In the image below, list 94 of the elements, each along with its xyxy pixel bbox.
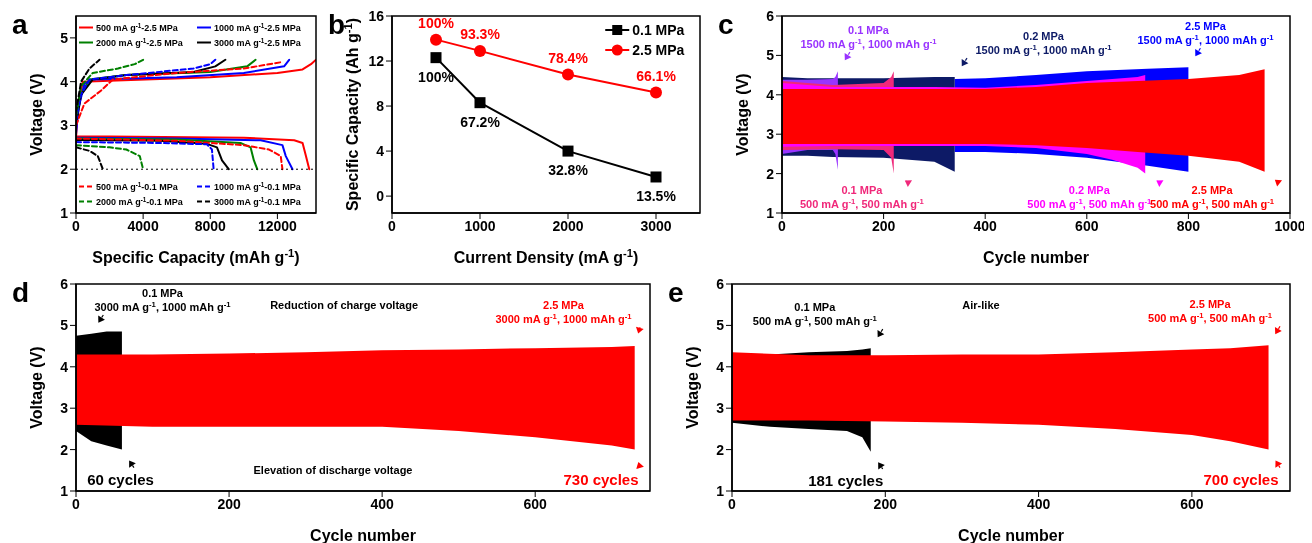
x-tick-label: 0	[778, 217, 787, 234]
annotation: Elevation of discharge voltage	[253, 464, 413, 476]
y-axis-title: Voltage (V)	[28, 346, 45, 429]
y-tick-label: 8	[376, 98, 385, 115]
x-axis-title: Cycle number	[983, 249, 1089, 266]
annotation: 730 cycles	[563, 470, 639, 488]
x-tick-label: 0	[388, 217, 397, 234]
annotation: 2.5 MPa 500 mA g$^{-1}$, 500 mAh g$^{-1}$	[1148, 298, 1273, 325]
annotation: 2.5 MPa 500 mA g$^{-1}$, 500 mAh g$^{-1}$	[1150, 184, 1275, 210]
y-tick-label: 2	[60, 441, 69, 458]
y-tick-label: 16	[368, 7, 385, 24]
annotation: 66.1%	[636, 67, 677, 84]
y-tick-label: 1	[60, 204, 69, 221]
y-tick-label: 4	[376, 143, 385, 160]
annotation: 67.2%	[460, 113, 501, 130]
y-tick-label: 2	[716, 441, 725, 458]
legend-label: 3000 mA g$^{-1}$-0.1 MPa	[214, 195, 302, 207]
x-tick-label: 1000	[464, 217, 496, 234]
y-tick-label: 12	[368, 53, 385, 69]
annotation: 32.8%	[548, 162, 589, 179]
y-tick-label: 4	[60, 358, 69, 375]
annotation: 2.5 MPa 3000 mA g$^{-1}$, 1000 mAh g$^{-1}$	[495, 299, 633, 326]
annotation: 0.1 MPa 500 mA g$^{-1}$, 500 mAh g$^{-1}$	[799, 184, 925, 210]
annotation: 2.5 MPa 1500 mA g$^{-1}$, 1000 mAh g$^{-1}$	[1137, 20, 1275, 47]
x-tick-label: 4000	[127, 217, 159, 234]
annotation: 700 cycles	[1203, 470, 1279, 488]
x-tick-label: 600	[1075, 217, 1099, 234]
y-tick-label: 3	[60, 400, 69, 417]
x-tick-label: 600	[523, 495, 548, 512]
annotation: Reduction of charge voltage	[270, 299, 419, 311]
y-tick-label: 3	[716, 400, 725, 417]
chart-title: d	[12, 277, 30, 308]
legend-label: 1000 mA g$^{-1}$-0.1 MPa	[214, 180, 302, 192]
y-axis-title: Voltage (V)	[684, 346, 701, 429]
annotation: 13.5%	[636, 187, 677, 204]
y-tick-label: 3	[766, 126, 775, 143]
x-tick-label: 200	[871, 217, 896, 234]
y-tick-label: 5	[766, 47, 775, 64]
chart-title: e	[668, 277, 684, 308]
y-tick-label: 1	[716, 482, 725, 499]
y-tick-label: 0	[376, 188, 385, 205]
annotation: 100%	[418, 14, 455, 31]
legend-label: 2.5 MPa	[632, 42, 685, 59]
y-tick-label: 1	[60, 482, 69, 499]
annotation: 0.1 MPa 1500 mA g$^{-1}$, 1000 mAh g$^{-1}$	[800, 24, 938, 51]
x-tick-label: 3000	[640, 217, 672, 234]
annotation: 0.1 MPa 500 mA g$^{-1}$, 500 mAh g$^{-1}$	[752, 301, 878, 328]
x-tick-label: 8000	[194, 217, 227, 234]
x-tick-label: 0	[72, 495, 81, 512]
annotation: 93.3%	[460, 25, 501, 42]
legend-label: 3000 mA g$^{-1}$-2.5 MPa	[214, 36, 302, 48]
y-tick-label: 6	[60, 275, 69, 292]
annotation: 0.1 MPa 3000 mA g$^{-1}$, 1000 mAh g$^{-1}$	[94, 287, 232, 313]
y-tick-label: 3	[60, 117, 69, 134]
y-tick-label: 6	[716, 275, 725, 292]
y-tick-label: 1	[766, 204, 775, 221]
annotation: 0.2 MPa 1500 mA g$^{-1}$, 1000 mAh g$^{-1}$	[975, 30, 1113, 57]
y-axis-title: Voltage (V)	[734, 73, 751, 156]
y-tick-label: 5	[60, 29, 69, 46]
x-tick-label: 400	[370, 495, 395, 512]
legend-label: 2000 mA g$^{-1}$-0.1 MPa	[96, 195, 184, 207]
x-tick-label: 0	[72, 217, 81, 234]
chart-title: a	[12, 9, 28, 40]
legend-label: 500 mA g$^{-1}$-0.1 MPa	[96, 180, 179, 192]
annotation: 78.4%	[548, 49, 589, 66]
y-tick-label: 4	[60, 73, 69, 90]
y-tick-label: 2	[60, 161, 69, 178]
x-tick-label: 0	[728, 495, 737, 512]
legend-label: 500 mA g$^{-1}$-2.5 MPa	[96, 21, 179, 33]
x-tick-label: 200	[217, 495, 241, 512]
annotation: 181 cycles	[808, 472, 884, 489]
annotation: 60 cycles	[87, 470, 154, 488]
chart-title: c	[718, 9, 734, 40]
y-tick-label: 6	[766, 7, 775, 24]
y-axis-title: Voltage (V)	[28, 73, 45, 156]
x-tick-label: 200	[873, 495, 898, 512]
x-tick-label: 600	[1180, 495, 1204, 512]
x-tick-label: 12000	[257, 217, 298, 234]
x-tick-label: 400	[973, 217, 998, 234]
x-axis-title: Current Density (mA g$^{-1}$)	[453, 247, 639, 266]
x-tick-label: 400	[1026, 495, 1051, 512]
y-tick-label: 5	[60, 317, 69, 334]
legend-label: 0.1 MPa	[632, 22, 685, 39]
y-tick-label: 4	[716, 358, 725, 375]
annotation: 100%	[418, 68, 455, 85]
y-tick-label: 2	[766, 165, 775, 182]
y-tick-label: 4	[766, 86, 775, 103]
x-tick-label: 800	[1176, 217, 1201, 234]
annotation: Air-like	[962, 299, 1000, 311]
legend-label: 2000 mA g$^{-1}$-2.5 MPa	[96, 36, 184, 48]
x-tick-label: 2000	[552, 217, 584, 234]
x-axis-title: Specific Capacity (mAh g$^{-1}$)	[92, 247, 300, 266]
legend-label: 1000 mA g$^{-1}$-2.5 MPa	[214, 21, 302, 33]
y-tick-label: 5	[716, 317, 725, 334]
